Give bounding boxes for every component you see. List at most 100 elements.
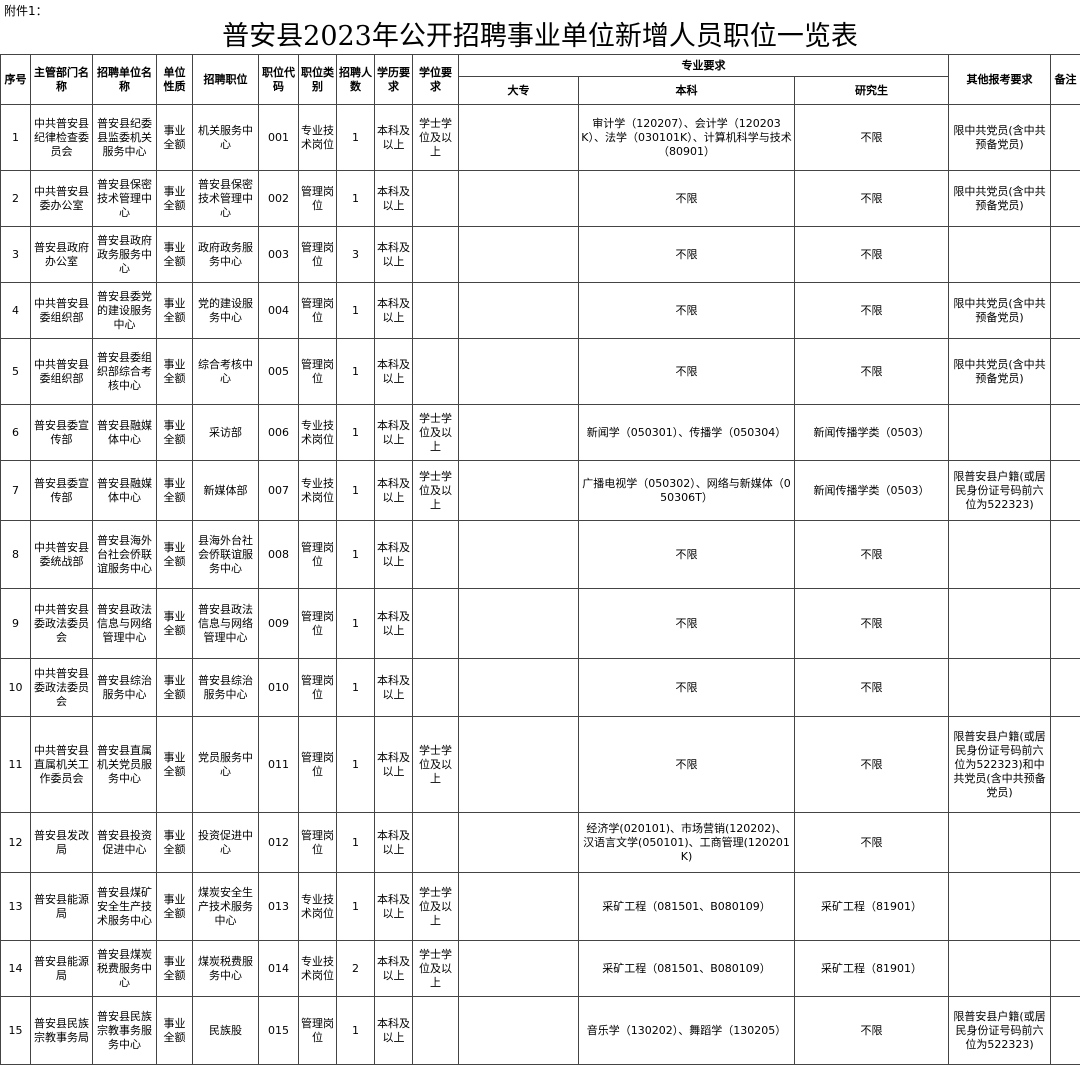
table-cell: 本科及以上 — [375, 941, 413, 997]
table-cell: 经济学(020101)、市场营销(120202)、汉语言文学(050101)、工… — [579, 813, 795, 873]
table-cell: 不限 — [579, 589, 795, 659]
table-cell: 5 — [1, 339, 31, 405]
table-cell: 普安县民族宗教事务局 — [31, 997, 93, 1065]
table-cell: 009 — [259, 589, 299, 659]
table-cell: 005 — [259, 339, 299, 405]
table-cell: 本科及以上 — [375, 105, 413, 171]
table-cell — [1051, 659, 1080, 717]
table-cell: 不限 — [795, 339, 949, 405]
table-cell: 管理岗位 — [299, 717, 337, 813]
table-cell: 4 — [1, 283, 31, 339]
table-cell — [413, 659, 459, 717]
table-cell: 013 — [259, 873, 299, 941]
table-cell: 本科及以上 — [375, 461, 413, 521]
table-cell: 1 — [337, 105, 375, 171]
table-cell — [459, 283, 579, 339]
table-cell: 本科及以上 — [375, 589, 413, 659]
table-cell: 2 — [1, 171, 31, 227]
table-cell — [413, 171, 459, 227]
table-cell: 本科及以上 — [375, 873, 413, 941]
table-cell: 采访部 — [193, 405, 259, 461]
table-cell: 1 — [337, 405, 375, 461]
table-cell: 1 — [337, 521, 375, 589]
table-cell — [459, 171, 579, 227]
table-cell — [413, 227, 459, 283]
table-cell: 不限 — [795, 521, 949, 589]
column-header: 单位性质 — [157, 55, 193, 105]
table-cell: 管理岗位 — [299, 283, 337, 339]
table-cell: 新闻传播学类（0503） — [795, 405, 949, 461]
table-cell: 普安县融媒体中心 — [93, 405, 157, 461]
table-cell: 普安县保密技术管理中心 — [193, 171, 259, 227]
table-cell: 不限 — [579, 283, 795, 339]
table-cell: 14 — [1, 941, 31, 997]
table-cell: 中共普安县委统战部 — [31, 521, 93, 589]
table-cell: 管理岗位 — [299, 171, 337, 227]
table-cell: 管理岗位 — [299, 997, 337, 1065]
position-table: 序号主管部门名称招聘单位名称单位性质招聘职位职位代码职位类别招聘人数学历要求学位… — [0, 54, 1080, 1065]
table-cell — [459, 105, 579, 171]
table-cell: 新闻学（050301）、传播学（050304） — [579, 405, 795, 461]
table-cell: 普安县投资促进中心 — [93, 813, 157, 873]
table-cell: 中共普安县纪律检查委员会 — [31, 105, 93, 171]
table-cell — [1051, 283, 1080, 339]
table-cell: 1 — [337, 659, 375, 717]
sub-header: 大专 — [459, 77, 579, 105]
table-cell: 限中共党员(含中共预备党员) — [949, 105, 1051, 171]
table-cell: 004 — [259, 283, 299, 339]
table-cell: 审计学（120207）、会计学（120203K）、法学（030101K）、计算机… — [579, 105, 795, 171]
table-cell: 普安县能源局 — [31, 873, 93, 941]
table-cell: 9 — [1, 589, 31, 659]
table-cell — [459, 873, 579, 941]
table-cell: 本科及以上 — [375, 521, 413, 589]
table-cell: 普安县海外台社会侨联谊服务中心 — [93, 521, 157, 589]
table-cell: 普安县直属机关党员服务中心 — [93, 717, 157, 813]
table-cell — [459, 521, 579, 589]
table-cell: 007 — [259, 461, 299, 521]
table-cell: 001 — [259, 105, 299, 171]
column-header: 招聘单位名称 — [93, 55, 157, 105]
table-cell: 中共普安县委政法委员会 — [31, 659, 93, 717]
table-cell: 本科及以上 — [375, 813, 413, 873]
table-cell: 008 — [259, 521, 299, 589]
table-cell: 学士学位及以上 — [413, 461, 459, 521]
table-cell: 限中共党员(含中共预备党员) — [949, 283, 1051, 339]
table-cell — [459, 405, 579, 461]
column-header: 备注 — [1051, 55, 1080, 105]
table-cell: 2 — [337, 941, 375, 997]
table-cell — [949, 873, 1051, 941]
table-cell: 006 — [259, 405, 299, 461]
document-title: 普安县2023年公开招聘事业单位新增人员职位一览表 — [0, 20, 1080, 54]
table-cell: 1 — [1, 105, 31, 171]
table-cell: 新媒体部 — [193, 461, 259, 521]
table-cell: 限中共党员(含中共预备党员) — [949, 339, 1051, 405]
table-cell: 政府政务服务中心 — [193, 227, 259, 283]
table-cell: 不限 — [795, 659, 949, 717]
table-cell — [949, 659, 1051, 717]
table-cell — [1051, 461, 1080, 521]
table-cell — [1051, 589, 1080, 659]
table-cell: 1 — [337, 461, 375, 521]
table-cell: 广播电视学（050302）、网络与新媒体（050306T） — [579, 461, 795, 521]
table-cell — [1051, 521, 1080, 589]
table-cell: 不限 — [795, 105, 949, 171]
table-cell: 事业全额 — [157, 461, 193, 521]
table-cell: 普安县能源局 — [31, 941, 93, 997]
table-cell: 不限 — [795, 171, 949, 227]
table-cell — [413, 589, 459, 659]
table-cell: 普安县民族宗教事务服务中心 — [93, 997, 157, 1065]
table-cell: 1 — [337, 997, 375, 1065]
sub-header: 研究生 — [795, 77, 949, 105]
table-cell: 中共普安县委办公室 — [31, 171, 93, 227]
column-header: 序号 — [1, 55, 31, 105]
table-cell: 中共普安县直属机关工作委员会 — [31, 717, 93, 813]
table-cell: 本科及以上 — [375, 405, 413, 461]
table-cell: 事业全额 — [157, 717, 193, 813]
